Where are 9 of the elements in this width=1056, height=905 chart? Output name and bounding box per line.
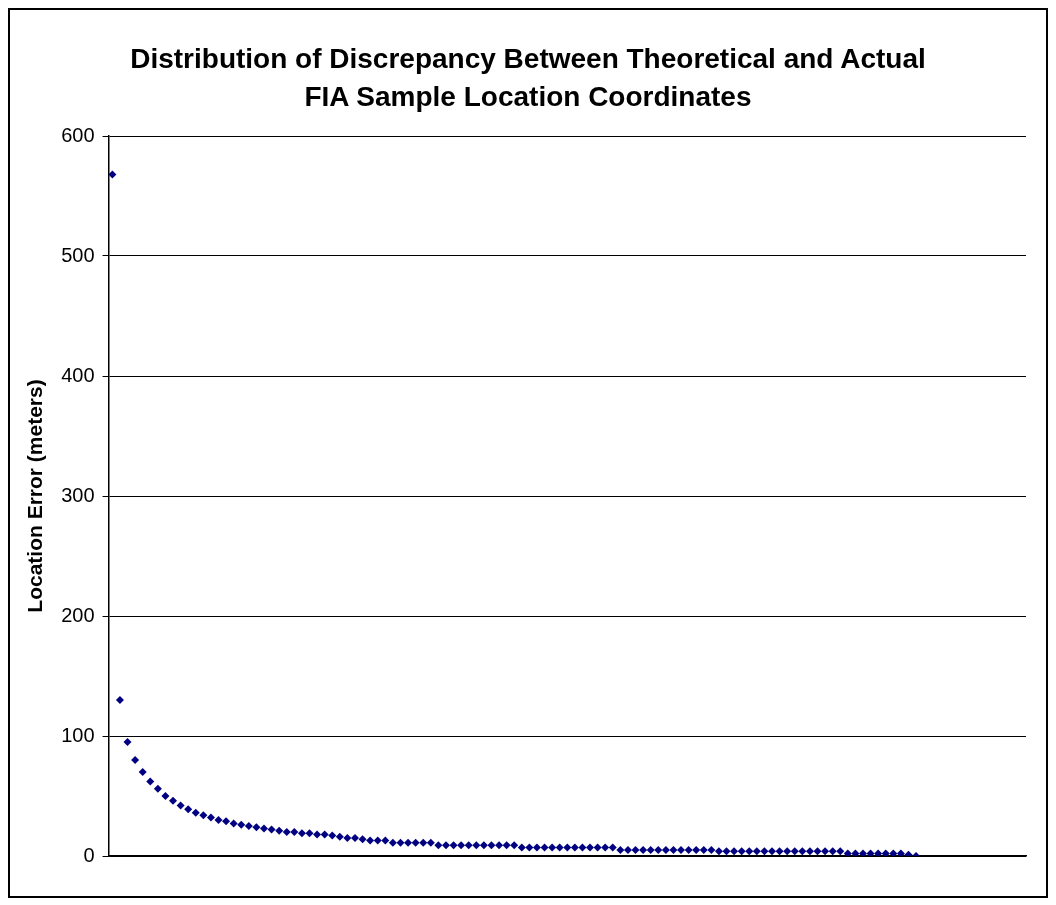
y-tick-label: 400 [61, 363, 95, 386]
chart-title: Distribution of Discrepancy Between Theoretical and Actual FIA Sample Location Coordinates [129, 42, 927, 114]
y-tick-label: 500 [61, 243, 95, 266]
y-tick-label: 300 [61, 483, 95, 506]
y-tick-label: 0 [83, 843, 95, 866]
y-tick-label: 200 [61, 603, 95, 626]
y-tick-label: 600 [61, 123, 95, 146]
y-tick-label: 100 [61, 723, 95, 746]
y-axis-title: Location Error (meters) [23, 379, 47, 613]
